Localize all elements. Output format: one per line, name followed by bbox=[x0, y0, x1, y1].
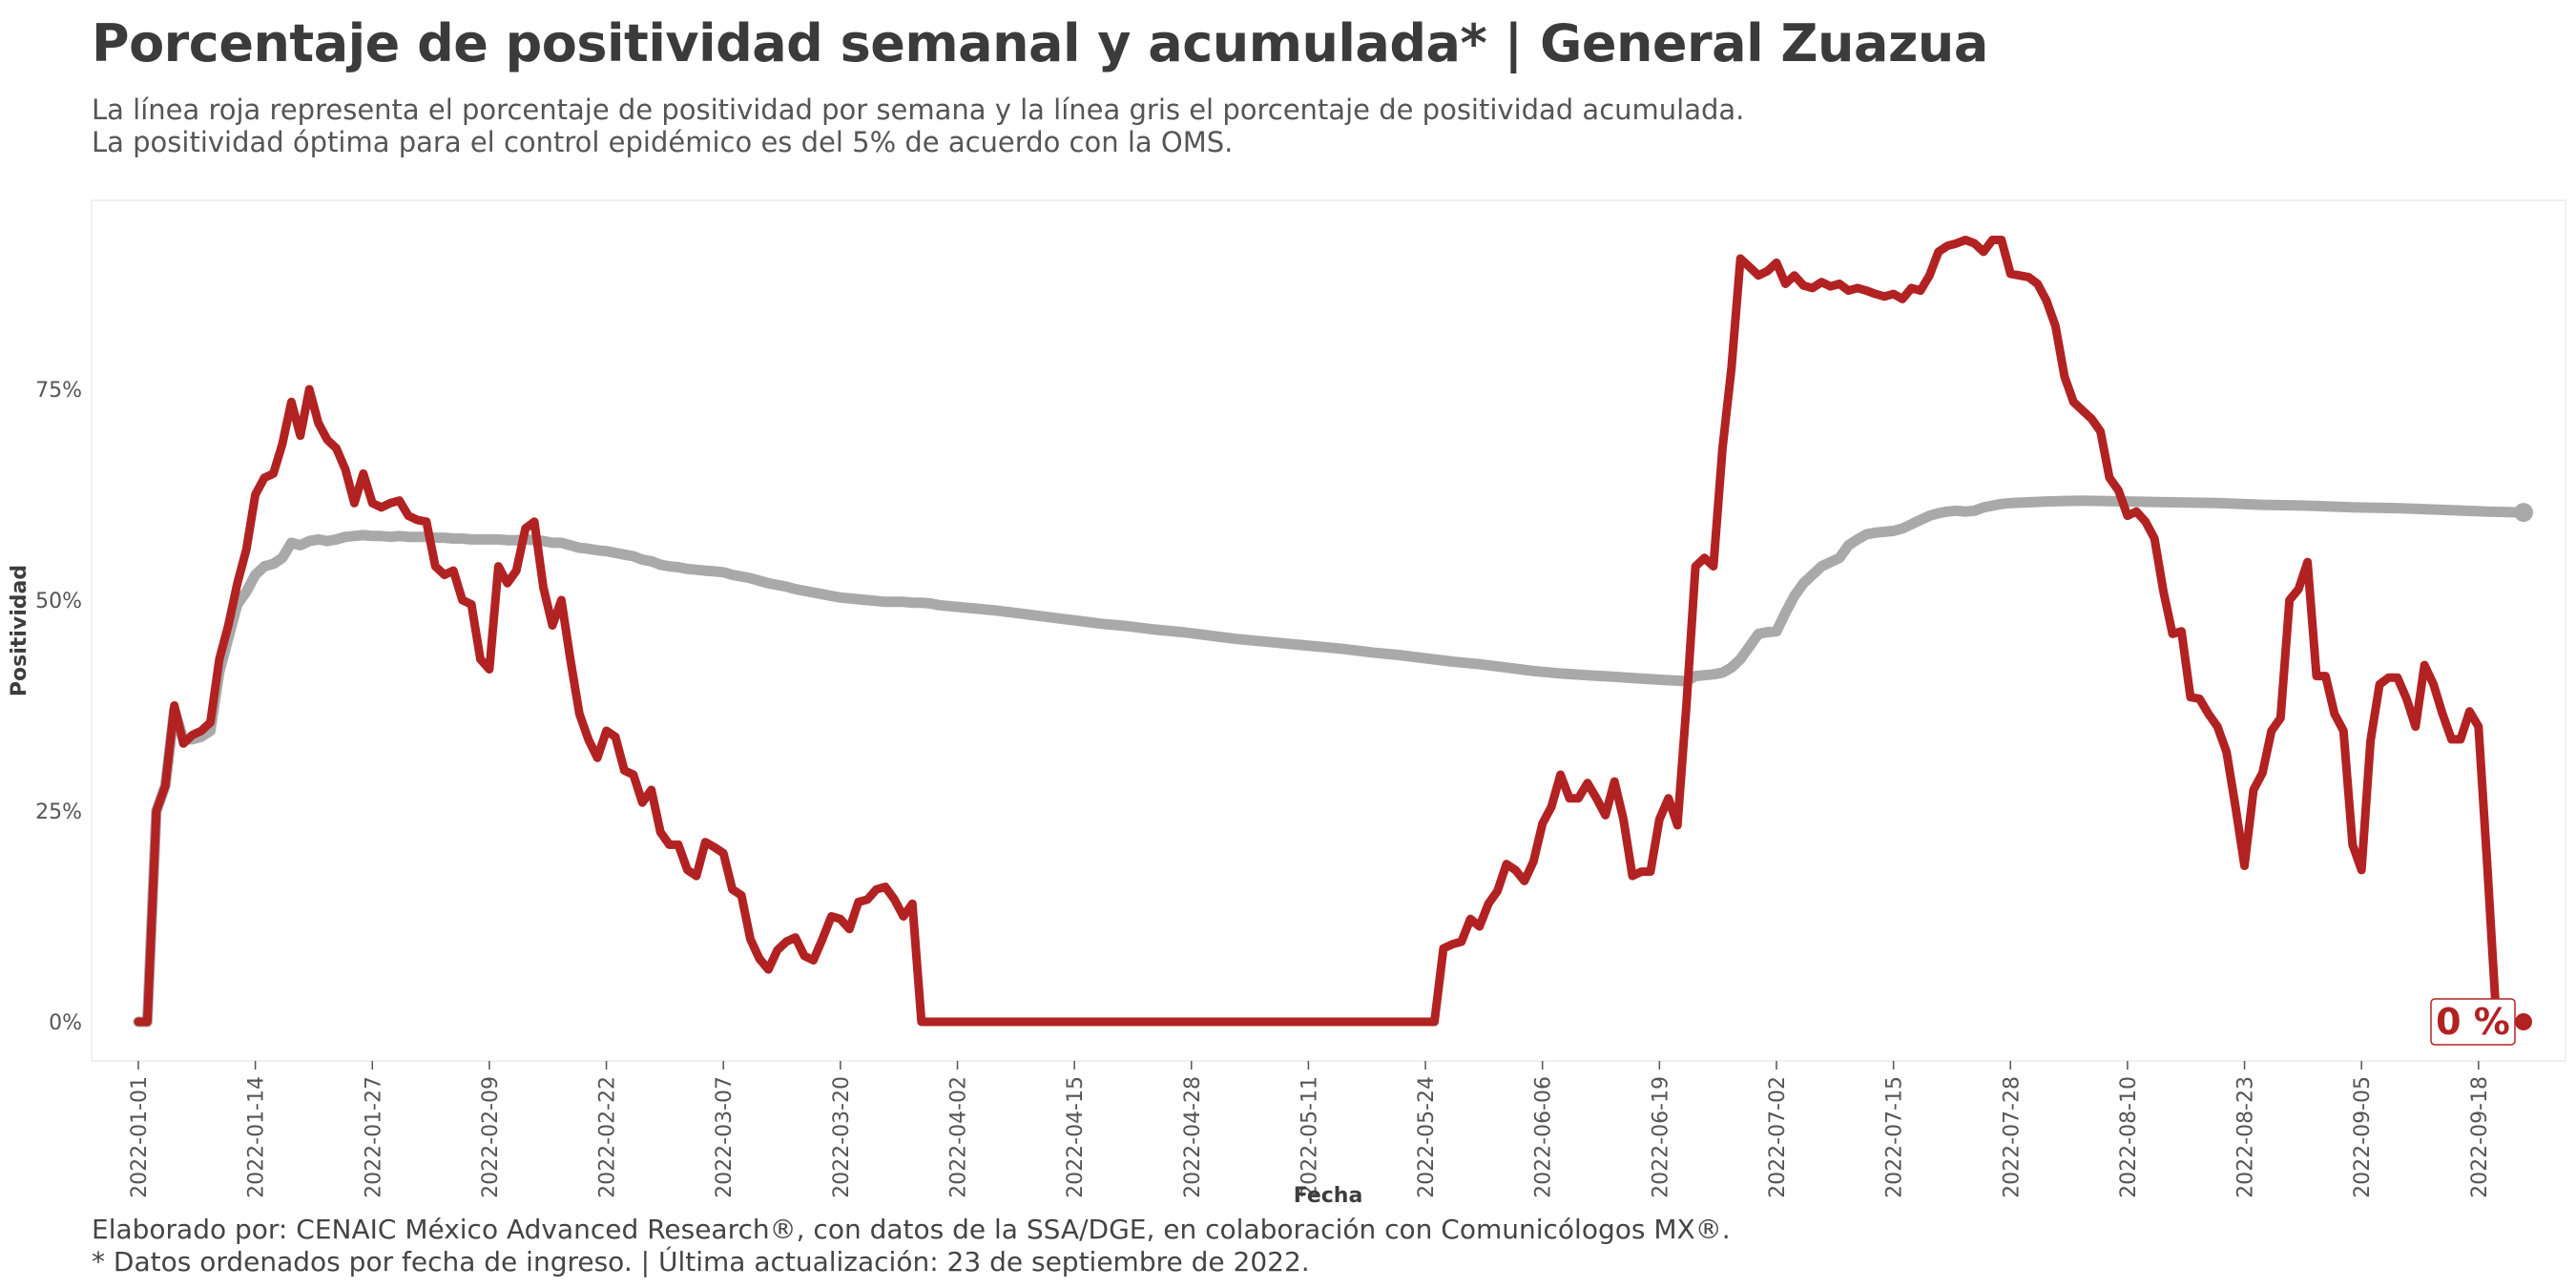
chart-subtitle-line-1: La línea roja representa el porcentaje d… bbox=[92, 93, 1745, 126]
x-tick-label: 2022-04-15 bbox=[1064, 1076, 1088, 1198]
end-value-label: 0 % bbox=[2436, 1001, 2510, 1043]
x-tick-label: 2022-08-10 bbox=[2117, 1076, 2141, 1198]
x-tick-label: 2022-01-01 bbox=[128, 1076, 152, 1198]
x-tick-label: 2022-04-28 bbox=[1181, 1076, 1205, 1198]
x-tick-label: 2022-08-23 bbox=[2234, 1076, 2258, 1198]
x-tick-label: 2022-02-22 bbox=[596, 1076, 620, 1198]
x-tick-label: 2022-01-27 bbox=[362, 1076, 385, 1198]
y-axis-title: Positividad bbox=[8, 565, 31, 696]
x-tick-label: 2022-05-11 bbox=[1298, 1076, 1321, 1198]
chart-title: Porcentaje de positividad semanal y acum… bbox=[92, 13, 1988, 73]
x-tick-label: 2022-07-28 bbox=[2000, 1076, 2024, 1198]
x-tick-label: 2022-04-02 bbox=[946, 1076, 970, 1198]
weekly-positivity-line bbox=[134, 236, 2502, 1027]
x-tick-label: 2022-06-19 bbox=[1649, 1076, 1672, 1198]
plot-frame bbox=[91, 199, 2566, 1062]
x-tick-label: 2022-03-07 bbox=[713, 1076, 737, 1198]
caption-credits: Elaborado por: CENAIC México Advanced Re… bbox=[92, 1214, 1731, 1245]
x-tick-label: 2022-09-18 bbox=[2468, 1076, 2492, 1198]
x-tick-label: 2022-07-15 bbox=[1883, 1076, 1907, 1198]
y-axis-ticks: 0% 25% 50% 75% bbox=[35, 379, 82, 1035]
x-tick-label: 2022-06-06 bbox=[1532, 1076, 1556, 1198]
cumulative-end-point bbox=[2514, 503, 2533, 523]
y-tick-label: 0% bbox=[49, 1011, 82, 1035]
x-tick-label: 2022-01-14 bbox=[245, 1076, 269, 1198]
caption-update-note: * Datos ordenados por fecha de ingreso. … bbox=[92, 1246, 1310, 1278]
y-tick-label: 50% bbox=[35, 590, 82, 613]
weekly-end-point bbox=[2515, 1013, 2532, 1030]
x-tick-label: 2022-07-02 bbox=[1766, 1076, 1790, 1198]
y-tick-label: 75% bbox=[35, 379, 82, 403]
cumulative-positivity-line bbox=[133, 495, 2529, 1028]
chart-subtitle-line-2: La positividad óptima para el control ep… bbox=[92, 126, 1234, 158]
x-tick-label: 2022-02-09 bbox=[479, 1076, 503, 1198]
y-tick-label: 25% bbox=[35, 800, 82, 824]
x-tick-label: 2022-05-24 bbox=[1415, 1076, 1439, 1198]
x-tick-label: 2022-09-05 bbox=[2351, 1076, 2375, 1198]
x-axis-ticks: 2022-01-01 2022-01-14 2022-01-27 2022-02-09… bbox=[128, 1061, 2492, 1198]
end-value-label-box bbox=[2430, 998, 2516, 1046]
x-tick-label: 2022-03-20 bbox=[830, 1076, 854, 1198]
x-axis-title: Fecha bbox=[1294, 1184, 1363, 1208]
